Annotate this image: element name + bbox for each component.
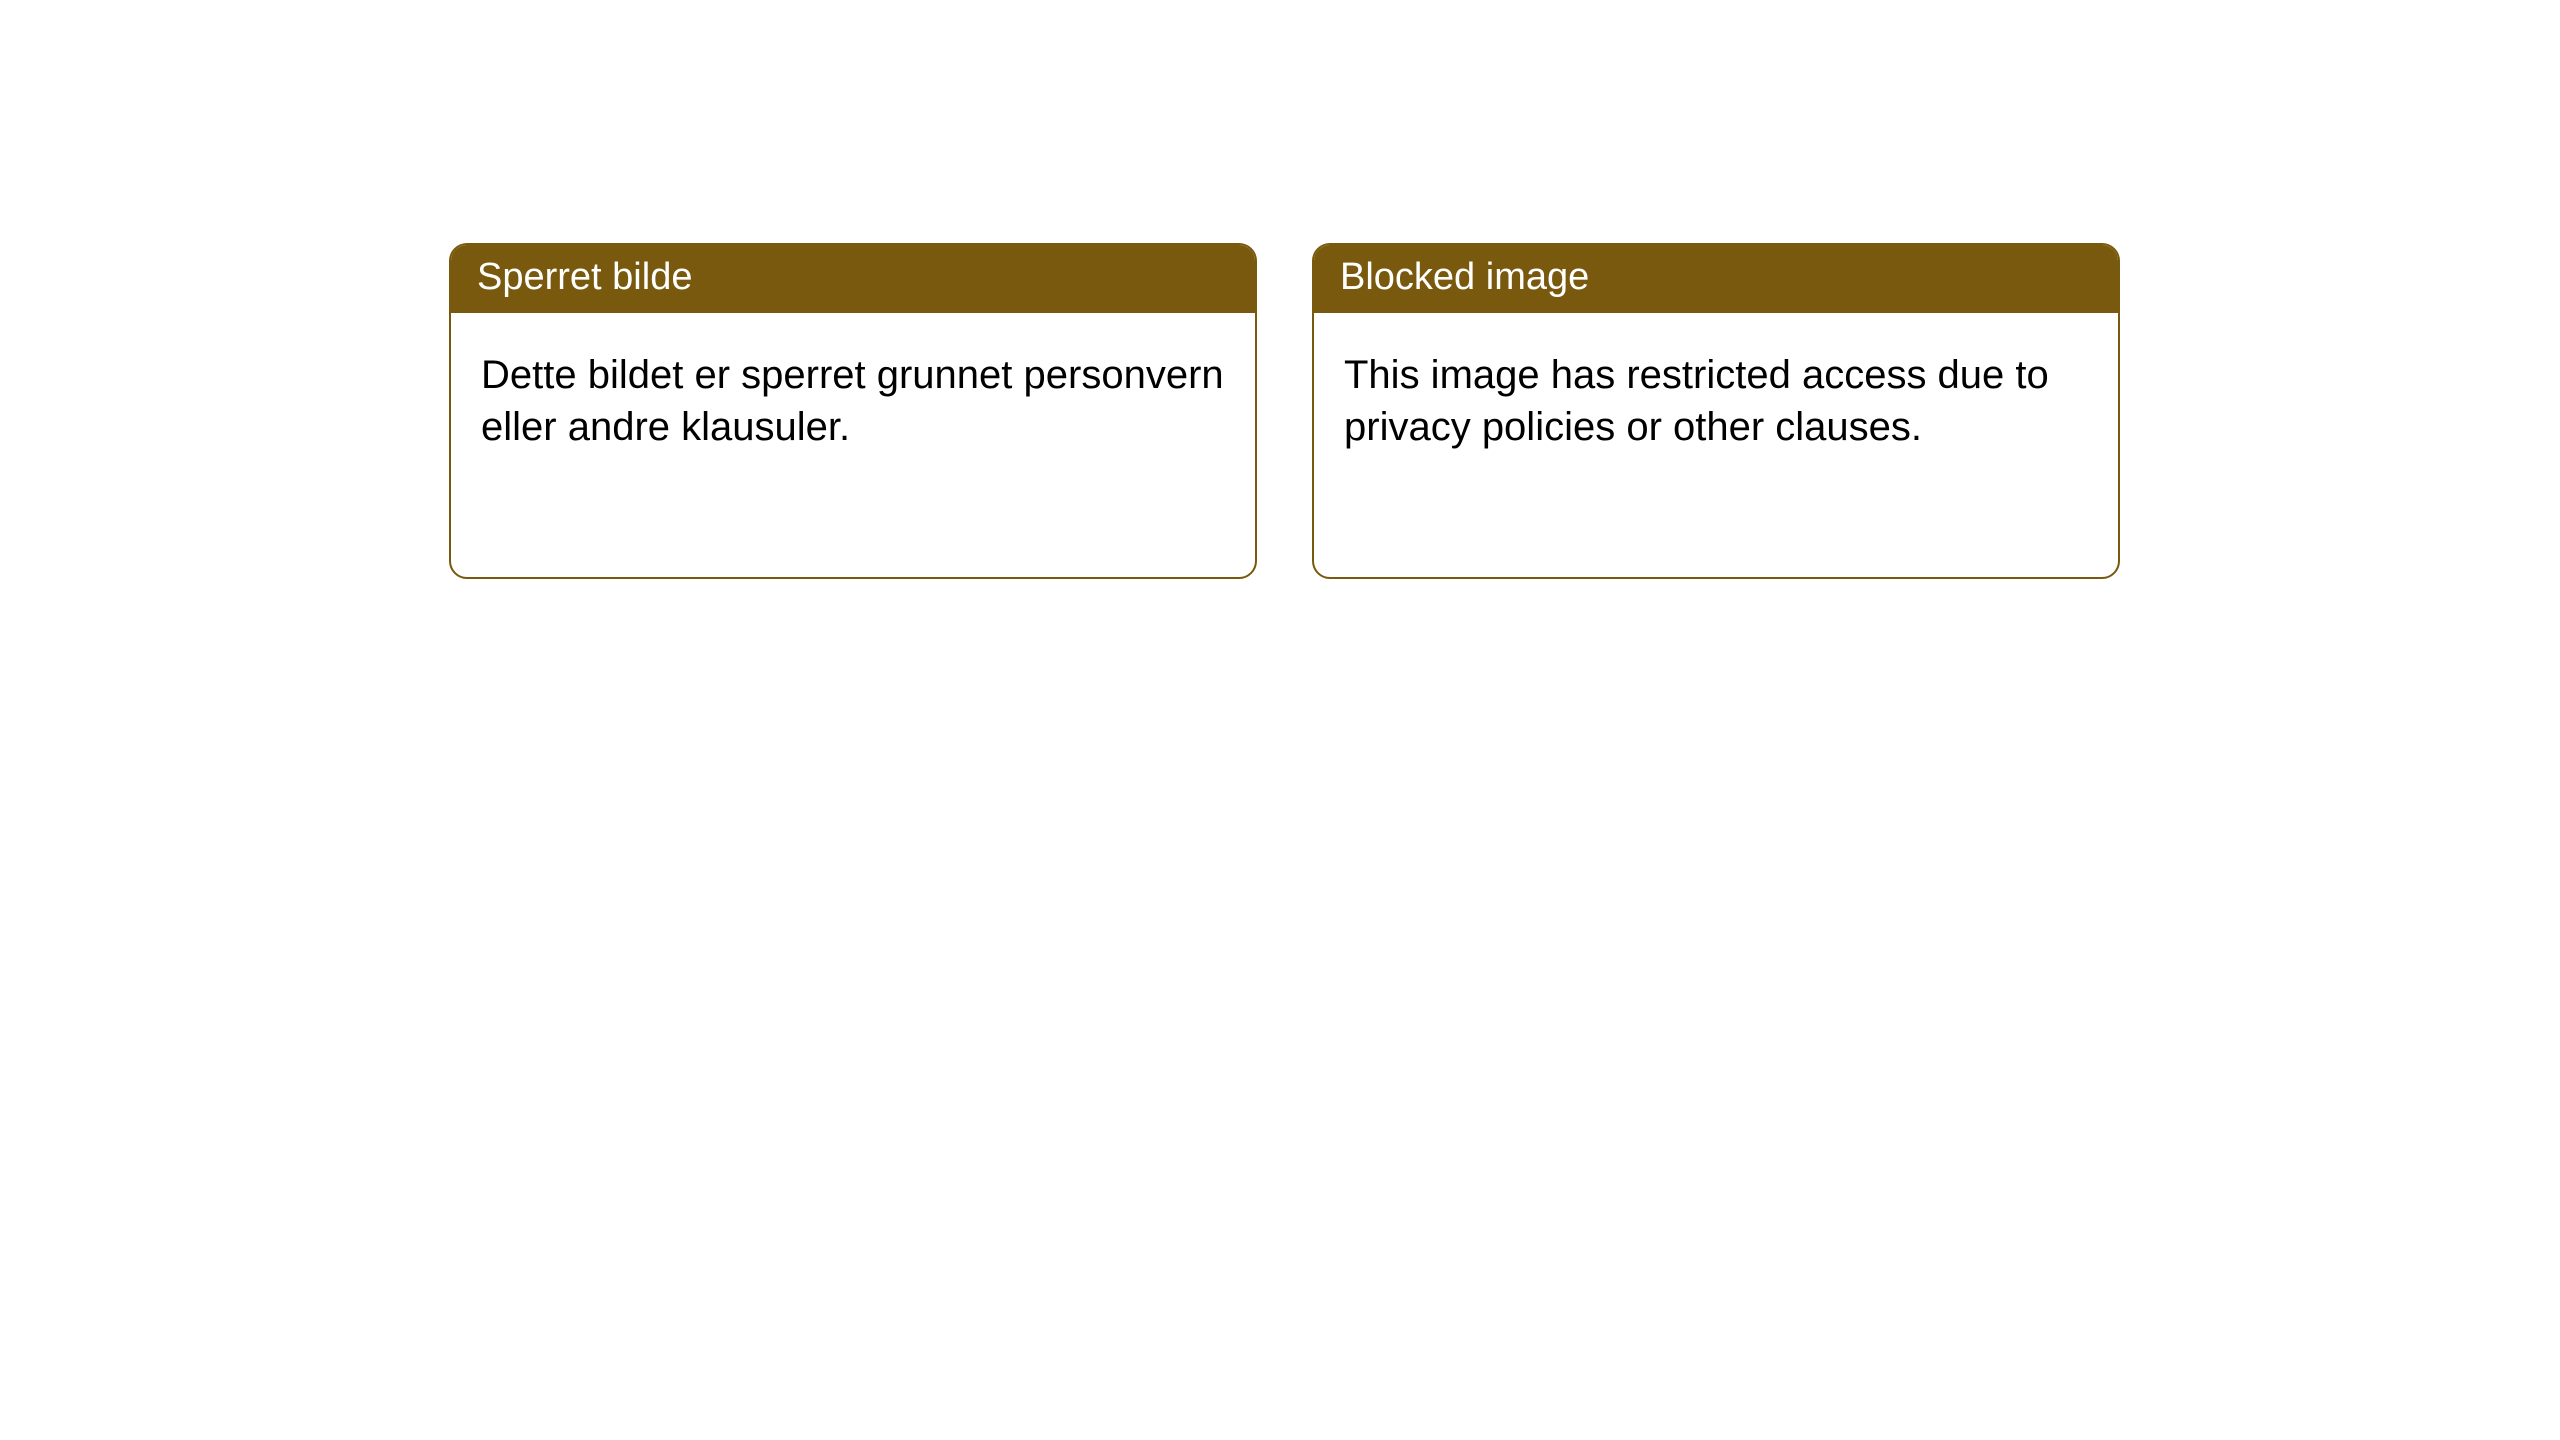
notice-cards-container: Sperret bilde Dette bildet er sperret gr… [0, 0, 2560, 579]
card-body: This image has restricted access due to … [1314, 313, 2118, 489]
blocked-image-card-english: Blocked image This image has restricted … [1312, 243, 2120, 579]
blocked-image-card-norwegian: Sperret bilde Dette bildet er sperret gr… [449, 243, 1257, 579]
card-header: Blocked image [1314, 245, 2118, 313]
card-body: Dette bildet er sperret grunnet personve… [451, 313, 1255, 489]
card-header: Sperret bilde [451, 245, 1255, 313]
